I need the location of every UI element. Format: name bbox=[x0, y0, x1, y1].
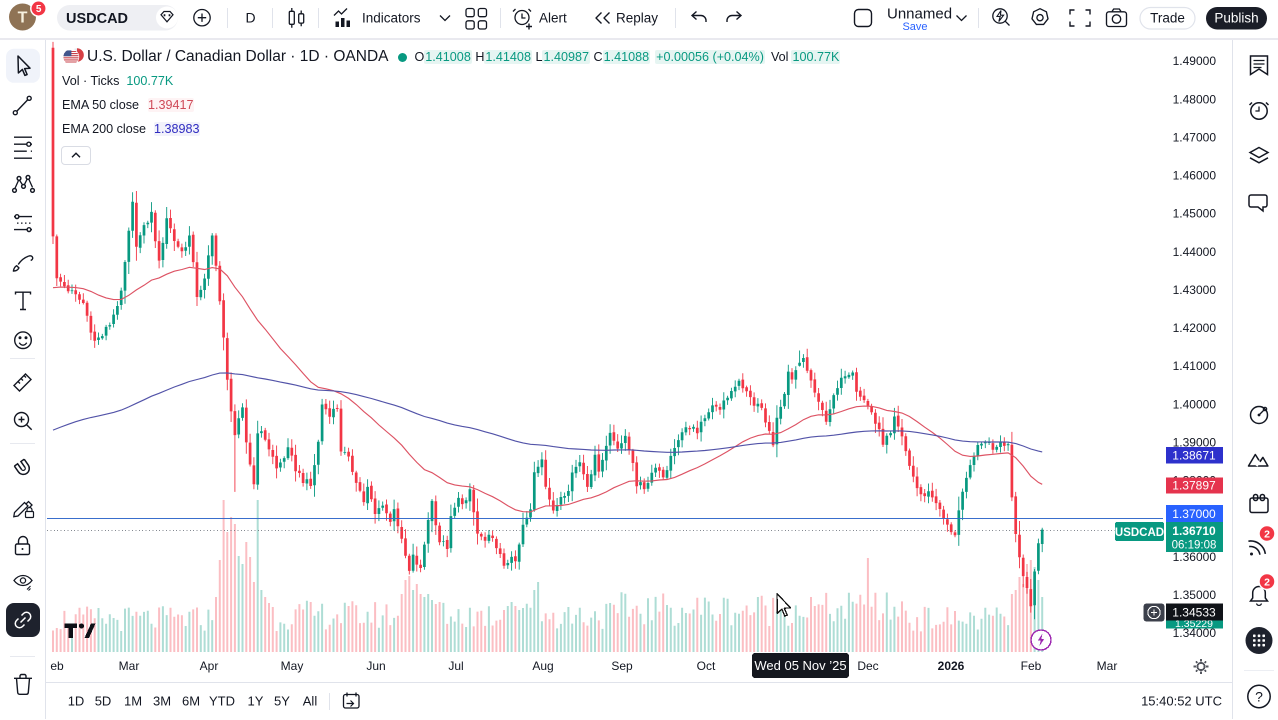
svg-text:15:40:52 UTC: 15:40:52 UTC bbox=[1141, 694, 1222, 709]
svg-text:Alert: Alert bbox=[539, 11, 567, 26]
svg-text:1.36710: 1.36710 bbox=[1172, 524, 1216, 538]
svg-text:1.34000: 1.34000 bbox=[1173, 626, 1217, 640]
svg-text:Oct: Oct bbox=[697, 659, 716, 673]
svg-text:1.47000: 1.47000 bbox=[1173, 131, 1217, 145]
svg-text:1Y: 1Y bbox=[248, 694, 264, 709]
svg-text:1.35000: 1.35000 bbox=[1173, 588, 1217, 602]
svg-text:Unnamed: Unnamed bbox=[887, 6, 952, 23]
svg-text:1.36000: 1.36000 bbox=[1173, 550, 1217, 564]
svg-text:1.48000: 1.48000 bbox=[1173, 92, 1217, 106]
svg-text:USDCAD: USDCAD bbox=[1115, 527, 1164, 539]
svg-text:eb: eb bbox=[50, 659, 64, 673]
svg-text:Mar: Mar bbox=[119, 659, 140, 673]
svg-text:All: All bbox=[303, 694, 318, 709]
svg-text:1.40000: 1.40000 bbox=[1173, 397, 1217, 411]
svg-text:5D: 5D bbox=[95, 694, 112, 709]
svg-text:5: 5 bbox=[36, 4, 42, 15]
svg-text:1.42000: 1.42000 bbox=[1173, 321, 1217, 335]
svg-text:Jul: Jul bbox=[448, 659, 463, 673]
svg-text:1.38671: 1.38671 bbox=[1172, 448, 1216, 462]
svg-text:Dec: Dec bbox=[857, 659, 878, 673]
svg-text:1.39000: 1.39000 bbox=[1173, 436, 1217, 450]
svg-text:Sep: Sep bbox=[611, 659, 633, 673]
svg-text:1D: 1D bbox=[68, 694, 85, 709]
svg-text:Aug: Aug bbox=[532, 659, 553, 673]
svg-text:T: T bbox=[18, 10, 28, 27]
svg-text:1.41000: 1.41000 bbox=[1173, 359, 1217, 373]
svg-text:1.37000: 1.37000 bbox=[1172, 507, 1216, 521]
svg-text:1.46000: 1.46000 bbox=[1173, 169, 1217, 183]
svg-text:1.37897: 1.37897 bbox=[1172, 479, 1216, 493]
svg-text:Wed 05 Nov ’25: Wed 05 Nov ’25 bbox=[754, 658, 846, 673]
svg-text:2: 2 bbox=[1264, 528, 1270, 540]
svg-text:6M: 6M bbox=[182, 694, 200, 709]
svg-text:D: D bbox=[245, 10, 255, 26]
svg-text:USDCAD: USDCAD bbox=[66, 11, 128, 27]
svg-text:Indicators: Indicators bbox=[362, 11, 421, 26]
svg-text:1.49000: 1.49000 bbox=[1173, 54, 1217, 68]
svg-text:Save: Save bbox=[902, 21, 927, 33]
svg-text:1.45000: 1.45000 bbox=[1173, 207, 1217, 221]
svg-text:Mar: Mar bbox=[1097, 659, 1118, 673]
svg-text:?: ? bbox=[1255, 689, 1263, 705]
svg-text:Feb: Feb bbox=[1021, 659, 1042, 673]
svg-text:May: May bbox=[281, 659, 304, 673]
svg-text:1.43000: 1.43000 bbox=[1173, 283, 1217, 297]
svg-text:Trade: Trade bbox=[1150, 10, 1185, 25]
svg-text:Apr: Apr bbox=[200, 659, 219, 673]
svg-text:06:19:08: 06:19:08 bbox=[1172, 540, 1217, 552]
svg-text:1.35229: 1.35229 bbox=[1175, 618, 1213, 630]
svg-text:2026: 2026 bbox=[938, 659, 965, 673]
svg-text:Replay: Replay bbox=[616, 11, 658, 26]
svg-text:5Y: 5Y bbox=[274, 694, 290, 709]
svg-text:Publish: Publish bbox=[1214, 11, 1258, 26]
svg-text:YTD: YTD bbox=[209, 694, 235, 709]
svg-text:2: 2 bbox=[1264, 576, 1270, 588]
svg-text:Jun: Jun bbox=[366, 659, 385, 673]
svg-text:3M: 3M bbox=[153, 694, 171, 709]
svg-text:1.44000: 1.44000 bbox=[1173, 245, 1217, 259]
svg-text:1M: 1M bbox=[124, 694, 142, 709]
svg-text:1.34533: 1.34533 bbox=[1172, 606, 1216, 620]
